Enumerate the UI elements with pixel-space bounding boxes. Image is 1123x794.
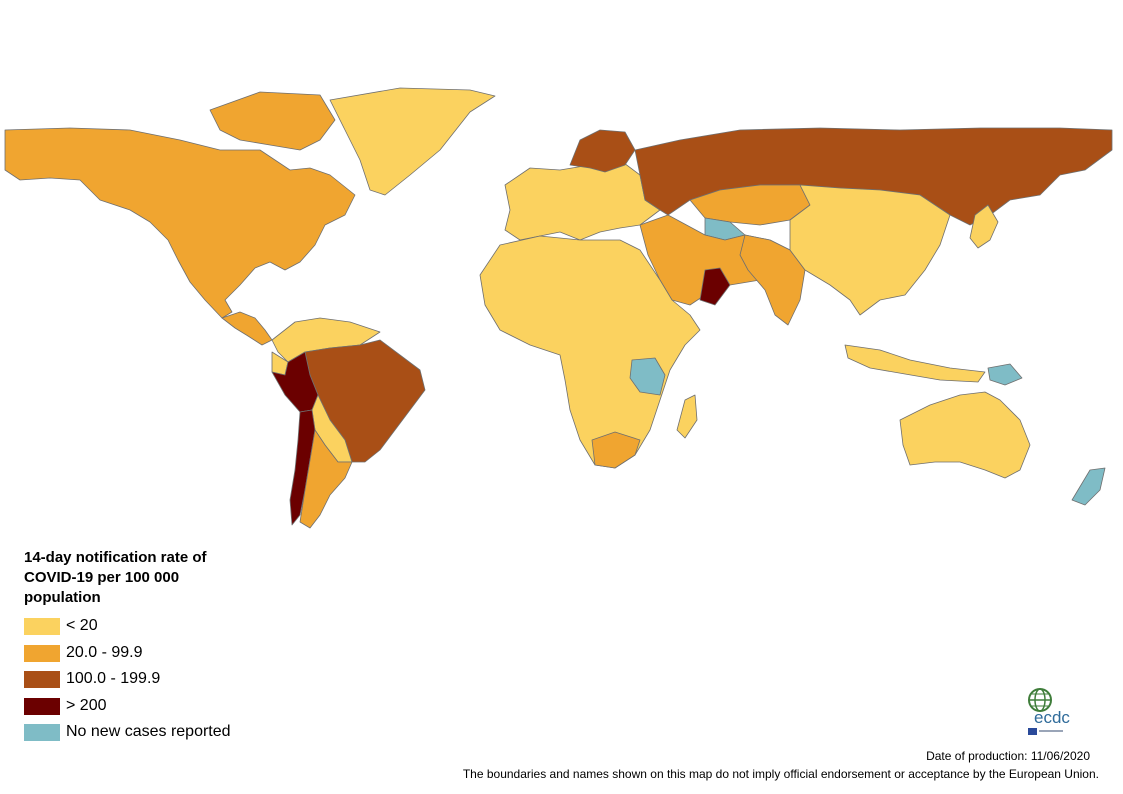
legend-item: < 20 — [24, 616, 324, 643]
africa-region — [479, 235, 701, 469]
legend-label: > 200 — [66, 696, 107, 714]
disclaimer-text: The boundaries and names shown on this m… — [462, 767, 1099, 781]
legend-swatch — [24, 644, 60, 662]
asia-region — [789, 184, 951, 316]
legend-swatch — [24, 697, 60, 715]
legend-item: 20.0 - 99.9 — [24, 643, 324, 670]
arctic-islands-region — [209, 91, 336, 151]
australia-region — [899, 391, 1031, 479]
chile-region — [289, 409, 316, 526]
legend-title-line: 14-day notification rate of — [24, 549, 207, 566]
argentina-region — [299, 429, 353, 529]
legend-title: 14-day notification rate of COVID-19 per… — [24, 548, 264, 608]
legend-label: No new cases reported — [66, 723, 231, 740]
central-america-region — [221, 311, 273, 346]
tanzania-region — [629, 357, 666, 396]
legend-label: 20.0 - 99.9 — [66, 643, 143, 661]
india-region — [739, 234, 806, 326]
legend-label: 100.0 - 199.9 — [66, 670, 161, 687]
europe-region — [504, 159, 661, 241]
new-zealand-region — [1071, 467, 1106, 506]
south-africa-region — [591, 431, 641, 469]
legend-swatch — [24, 671, 60, 688]
legend-item: 100.0 - 199.9 — [24, 669, 324, 696]
southeast-asia-islands-region — [844, 344, 986, 383]
north-america-region — [4, 127, 356, 319]
greenland-region — [329, 87, 496, 196]
legend-item: > 200 — [24, 696, 324, 723]
legend-item: No new cases reported — [24, 722, 324, 749]
map-legend: 14-day notification rate of COVID-19 per… — [24, 548, 324, 749]
legend-title-line: population — [24, 589, 101, 606]
oman-region — [699, 267, 731, 306]
ecdc-globe-logo-icon — [1028, 688, 1063, 735]
legend-title-line: COVID-19 per 100 000 — [24, 569, 180, 586]
legend-swatch — [24, 618, 60, 635]
madagascar-region — [676, 394, 698, 439]
production-date: Date of production: 11/06/2020 — [926, 749, 1090, 763]
ecdc-logo: ecdc — [1020, 686, 1088, 738]
peru-region — [271, 351, 319, 413]
japan-region — [969, 204, 999, 249]
legend-label: < 20 — [66, 617, 98, 634]
legend-swatch — [24, 724, 60, 741]
logo-text: ecdc — [1034, 708, 1070, 727]
papua-new-guinea-region — [987, 363, 1023, 386]
